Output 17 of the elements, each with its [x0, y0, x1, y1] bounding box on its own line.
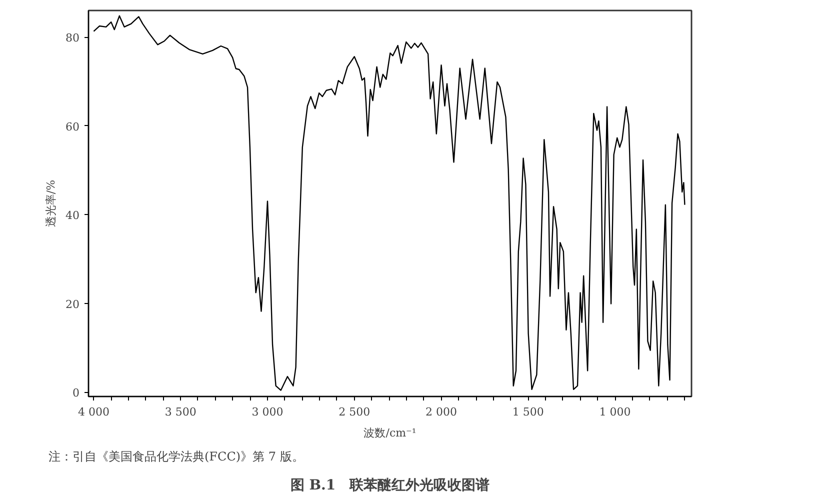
x-tick-label: 1 000 — [599, 406, 631, 418]
text: 注：引自《美国食品化学法典(FCC)》第 7 版。 — [48, 450, 304, 464]
x-tick-label: 3 500 — [164, 406, 196, 418]
line-series — [93, 15, 686, 391]
y-tick-label: 60 — [66, 120, 80, 134]
y-tick-label: 20 — [66, 298, 80, 311]
y-axis-title: 透光率/% — [44, 180, 58, 228]
y-tick-label: 0 — [72, 386, 80, 400]
x-tick-label: 2 000 — [426, 406, 458, 418]
x-tick-label: 3 000 — [252, 406, 284, 418]
x-tick-label: 1 500 — [512, 406, 544, 418]
x-axis-title: 波数/cm⁻¹ — [364, 426, 416, 440]
text: 图 B.1 联苯醚红外光吸收图谱 — [290, 476, 490, 494]
x-tick-label: 4 000 — [78, 406, 110, 418]
x-tick-label: 2 500 — [338, 406, 370, 418]
y-tick-label: 80 — [66, 32, 80, 45]
y-tick-label: 40 — [66, 209, 80, 222]
